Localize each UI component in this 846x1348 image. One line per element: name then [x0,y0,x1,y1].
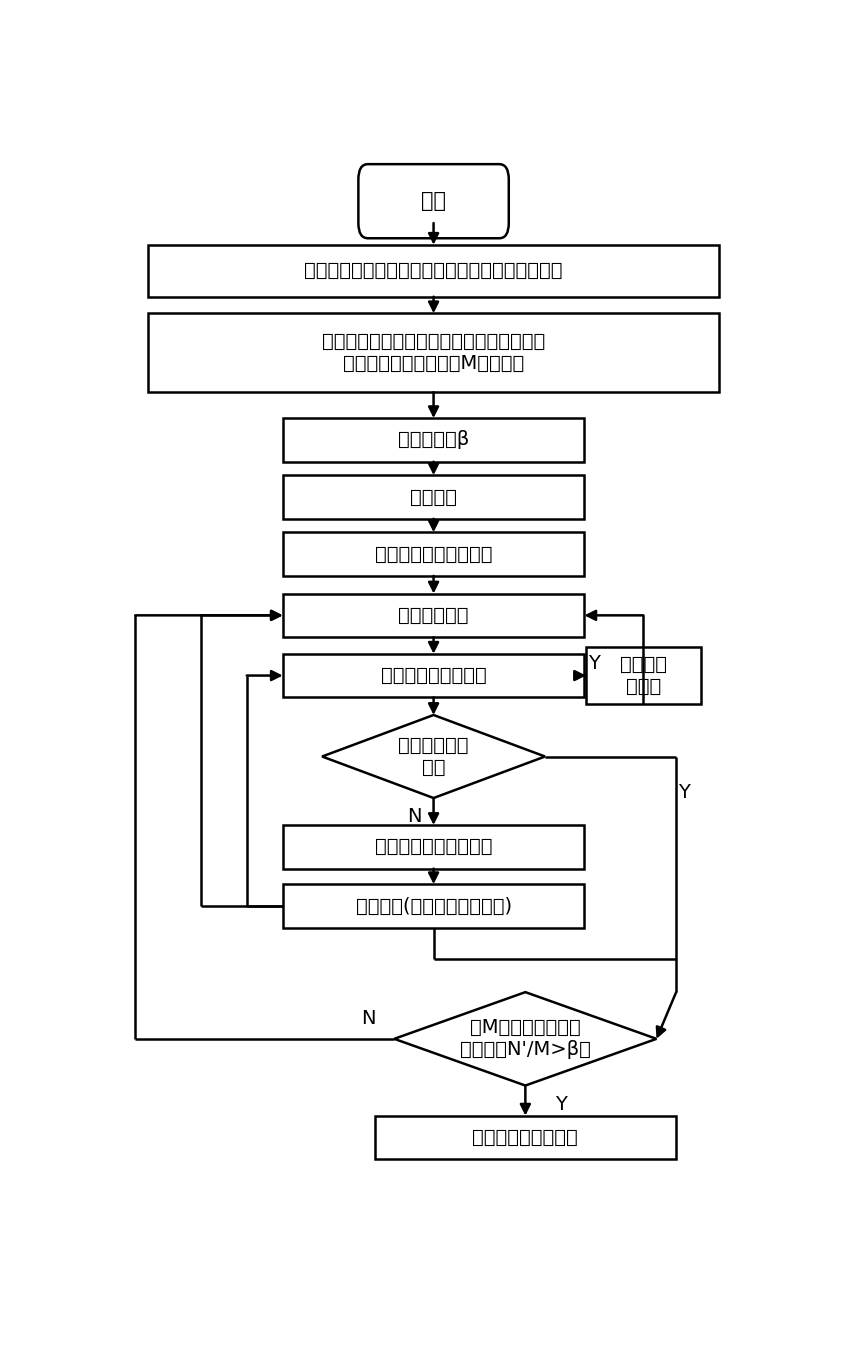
Bar [283,884,585,927]
Text: 记忆细胞
的产生: 记忆细胞 的产生 [620,655,667,696]
Text: 抗体产生(选择、交叉、变异): 抗体产生(选择、交叉、变异) [355,896,512,915]
Text: 输出该小时机组出力: 输出该小时机组出力 [472,1128,579,1147]
Text: 编码和确定适应度函数: 编码和确定适应度函数 [375,545,492,563]
Text: 产生初始抗体: 产生初始抗体 [398,605,469,625]
Bar [283,418,585,462]
Bar [283,593,585,638]
Bar [148,313,719,392]
Text: 抗原识别: 抗原识别 [410,488,457,507]
Bar [283,825,585,868]
Bar [148,245,719,297]
Bar [283,532,585,576]
Text: 根据光伏出力和负荷预测误差统计模型，运
用拉丁超立方方法生成M个场景集: 根据光伏出力和负荷预测误差统计模型，运 用拉丁超立方方法生成M个场景集 [322,332,545,373]
Text: 运用预测模块生成光伏出力和冷、热、电负荷需求: 运用预测模块生成光伏出力和冷、热、电负荷需求 [305,262,563,280]
Text: 开始: 开始 [421,191,446,212]
Bar [283,476,585,519]
FancyBboxPatch shape [359,164,508,239]
Polygon shape [322,714,545,798]
Polygon shape [394,992,656,1085]
Text: 抗体产生的促进和抑制: 抗体产生的促进和抑制 [375,837,492,856]
Bar [375,1116,676,1159]
Text: Y: Y [556,1095,568,1113]
Text: N: N [407,807,421,826]
Bar [283,654,585,697]
Text: 抗体期望繁殖率计算: 抗体期望繁殖率计算 [381,666,486,685]
Text: N: N [360,1008,376,1027]
Text: 对M个场景进行检验
是否满足N'/M>β？: 对M个场景进行检验 是否满足N'/M>β？ [460,1018,591,1060]
Text: Y: Y [678,783,690,802]
Text: 是否满足终止
条件: 是否满足终止 条件 [398,736,469,776]
Bar [586,647,700,704]
Text: Y: Y [588,654,600,673]
Text: 设置置信度β: 设置置信度β [398,430,470,449]
